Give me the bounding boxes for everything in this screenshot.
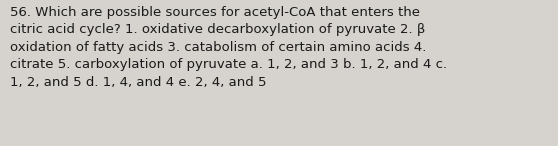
Text: 56. Which are possible sources for acetyl-CoA that enters the
citric acid cycle?: 56. Which are possible sources for acety… bbox=[10, 6, 447, 89]
